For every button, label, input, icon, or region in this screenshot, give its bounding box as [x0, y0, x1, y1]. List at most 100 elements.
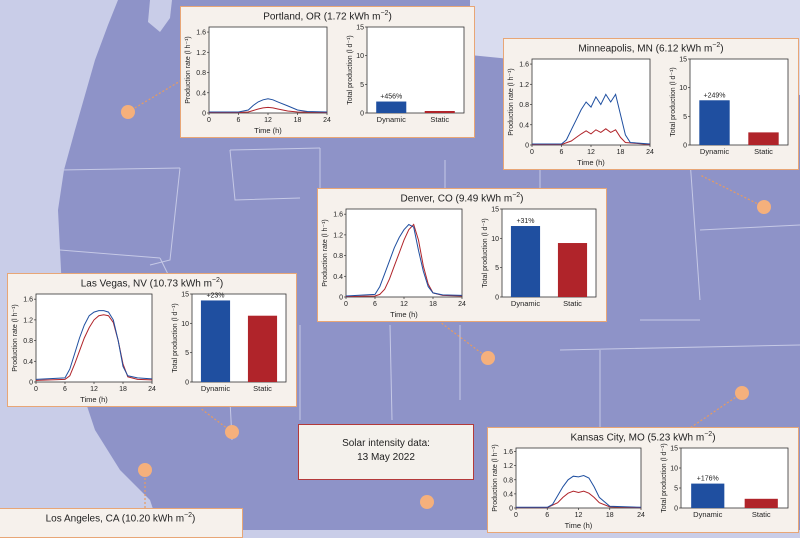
bar-category-label: Dynamic	[700, 147, 729, 156]
title-text: Minneapolis, MN (6.12 kWh m	[578, 43, 713, 55]
title-suffix: )	[520, 193, 524, 205]
x-tick-label: 18	[617, 149, 625, 156]
dot-minneapolis	[757, 200, 771, 214]
y-tick-label: 1.6	[196, 30, 206, 37]
line-chart: 0 6 12 18 24 0 0.4 0.8 1.2 1.6 Time (h) Production …	[508, 58, 654, 167]
bar-annotation: +176%	[697, 476, 719, 483]
x-tick-label: 0	[34, 386, 38, 393]
y-tick-label: 1.2	[23, 317, 33, 324]
x-tick-label: 6	[560, 149, 564, 156]
bar-category-label: Dynamic	[201, 384, 230, 393]
bar-category-label: Static	[430, 115, 449, 124]
dynamic-series-line	[516, 474, 642, 508]
x-tick-label: 6	[545, 512, 549, 519]
title-exponent: −2	[712, 42, 721, 49]
panel-portland: Portland, OR (1.72 kWh m−2) 0 6 12 18 24 0 0.4 0…	[180, 6, 475, 138]
y-tick-label: 1.6	[333, 212, 343, 219]
y-tick-label: 1.6	[519, 62, 529, 69]
bar-y-tick-label: 15	[670, 446, 678, 453]
y-axis-label: Production rate (l h⁻¹)	[12, 304, 19, 372]
static-series-line	[209, 106, 328, 113]
bar-y-tick-label: 15	[679, 57, 687, 64]
title-text: Denver, CO (9.49 kWh m	[400, 193, 513, 205]
bar-y-tick-label: 10	[679, 85, 687, 92]
panel-las-vegas: Las Vegas, NV (10.73 kWh m−2) 0 6 12 18 24 0 0.…	[7, 273, 297, 407]
location-dots	[121, 105, 771, 509]
x-tick-label: 0	[530, 149, 534, 156]
bar-annotation: +31%	[516, 218, 534, 225]
dot-extra	[420, 495, 434, 509]
info-line-1: Solar intensity data:	[342, 438, 430, 449]
chart-title: Denver, CO (9.49 kWh m−2)	[318, 192, 606, 204]
chart-canvas: 0 6 12 18 24 0 0.4 0.8 1.2 1.6 Time (h) Production …	[12, 292, 287, 404]
dot-las-vegas	[225, 425, 239, 439]
x-tick-label: 24	[323, 117, 331, 124]
bar-y-tick-label: 15	[181, 292, 189, 299]
bar-y-axis-label: Total production (l d⁻¹)	[482, 218, 489, 287]
dot-kansas-city	[735, 386, 749, 400]
title-text: Las Vegas, NV (10.73 kWh m	[80, 278, 212, 290]
bar-y-axis-label: Total production (l d⁻¹)	[172, 303, 179, 372]
y-tick-label: 1.2	[333, 232, 343, 239]
bar-y-tick-label: 10	[356, 53, 364, 60]
bar-static	[557, 243, 588, 297]
x-tick-label: 6	[237, 117, 241, 124]
bar-dynamic	[510, 226, 541, 297]
dynamic-series-line	[532, 93, 651, 145]
y-tick-label: 1.2	[196, 50, 206, 57]
x-tick-label: 0	[207, 117, 211, 124]
y-tick-label: 0.8	[23, 338, 33, 345]
chart-title: Los Angeles, CA (10.20 kWh m−2)	[0, 512, 242, 524]
x-tick-label: 24	[148, 386, 156, 393]
dynamic-series-line	[35, 310, 153, 380]
y-tick-label: 0	[509, 506, 513, 513]
bar-y-axis-label: Total production (l d⁻¹)	[347, 35, 354, 104]
y-tick-label: 0	[525, 143, 529, 150]
line-plot-area	[531, 58, 651, 146]
y-tick-label: 0.8	[519, 102, 529, 109]
line-plot-area	[35, 293, 153, 383]
y-tick-label: 0	[29, 380, 33, 387]
x-tick-label: 24	[458, 301, 466, 308]
panel-los-angeles: Los Angeles, CA (10.20 kWh m−2)	[0, 508, 243, 538]
chart-canvas: 0 6 12 18 24 0 0.4 0.8 1.2 1.6 Time (h) Production …	[492, 443, 789, 530]
x-tick-label: 24	[637, 512, 645, 519]
dot-los-angeles	[138, 463, 152, 477]
y-tick-label: 0.8	[503, 477, 513, 484]
bar-dynamic	[699, 100, 730, 145]
title-text: Kansas City, MO (5.23 kWh m	[570, 432, 705, 444]
bar-category-label: Static	[752, 510, 771, 519]
bar-static	[247, 315, 278, 382]
chart-title: Minneapolis, MN (6.12 kWh m−2)	[504, 42, 798, 54]
line-plot-area	[515, 447, 642, 509]
dynamic-series-line	[345, 223, 463, 297]
line-chart: 0 6 12 18 24 0 0.4 0.8 1.2 1.6 Time (h) Production …	[322, 208, 466, 319]
bar-static	[744, 498, 778, 508]
title-suffix: )	[388, 11, 392, 23]
x-tick-label: 18	[119, 386, 127, 393]
x-axis-label: Time (h)	[577, 158, 605, 167]
static-series-line	[345, 223, 463, 297]
x-tick-label: 12	[264, 117, 272, 124]
y-tick-label: 1.6	[23, 297, 33, 304]
bar-y-tick-label: 5	[683, 114, 687, 121]
x-tick-label: 12	[400, 301, 408, 308]
chart-canvas: 0 6 12 18 24 0 0.4 0.8 1.2 1.6 Time (h) Production …	[508, 57, 789, 167]
bar-y-tick-label: 5	[495, 265, 499, 272]
bar-y-tick-label: 10	[181, 321, 189, 328]
bar-y-tick-label: 10	[491, 236, 499, 243]
lake	[148, 0, 172, 32]
x-tick-label: 12	[587, 149, 595, 156]
bar-plot-area	[366, 26, 465, 114]
chart-canvas: 0 6 12 18 24 0 0.4 0.8 1.2 1.6 Time (h) Production …	[322, 207, 597, 319]
info-line-2: 13 May 2022	[357, 452, 415, 463]
panel-kansas-city: Kansas City, MO (5.23 kWh m−2) 0 6 12 18 24 0 0…	[487, 427, 799, 533]
bar-y-tick-label: 5	[360, 82, 364, 89]
line-chart: 0 6 12 18 24 0 0.4 0.8 1.2 1.6 Time (h) Production …	[492, 444, 645, 530]
title-exponent: −2	[380, 10, 389, 17]
bar-y-tick-label: 0	[683, 143, 687, 150]
x-axis-label: Time (h)	[390, 310, 418, 319]
